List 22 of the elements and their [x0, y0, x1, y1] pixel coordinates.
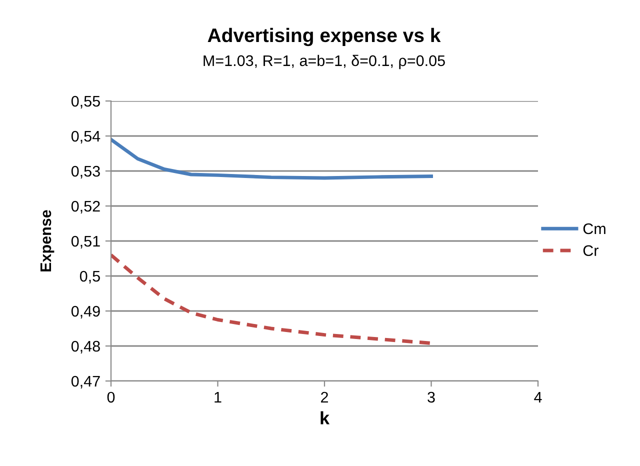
y-tick-label: 0,48 [71, 340, 100, 354]
y-tick-label: 0,5 [80, 270, 100, 284]
line-series [111, 253, 433, 345]
y-tick-label: 0,49 [71, 306, 100, 318]
chart-subtitle: M=1.03, R=1, a=b=1, δ=0.1, ρ=0.05 [204, 54, 445, 70]
x-axis-title: k [320, 411, 330, 424]
x-tick-label: 0 [107, 392, 115, 403]
y-tick-label: 0,51 [71, 236, 100, 248]
legend-label: Cm [583, 223, 606, 234]
chart-title: Advertising expense vs k [208, 28, 441, 46]
y-axis-title: Expense [40, 210, 54, 272]
y-tick-label: 0,54 [71, 130, 100, 144]
y-tick-label: 0,53 [71, 166, 100, 178]
y-tick-label: 0,55 [71, 96, 100, 108]
legend-label: Cr [583, 245, 598, 256]
y-tick-label: 0,52 [71, 200, 100, 214]
line-series [111, 138, 433, 180]
x-tick-label: 4 [534, 392, 542, 402]
y-tick-label: 0,47 [71, 376, 100, 388]
x-tick-label: 1 [214, 392, 222, 402]
x-tick-label: 3 [428, 392, 435, 403]
x-tick-label: 2 [321, 392, 328, 402]
